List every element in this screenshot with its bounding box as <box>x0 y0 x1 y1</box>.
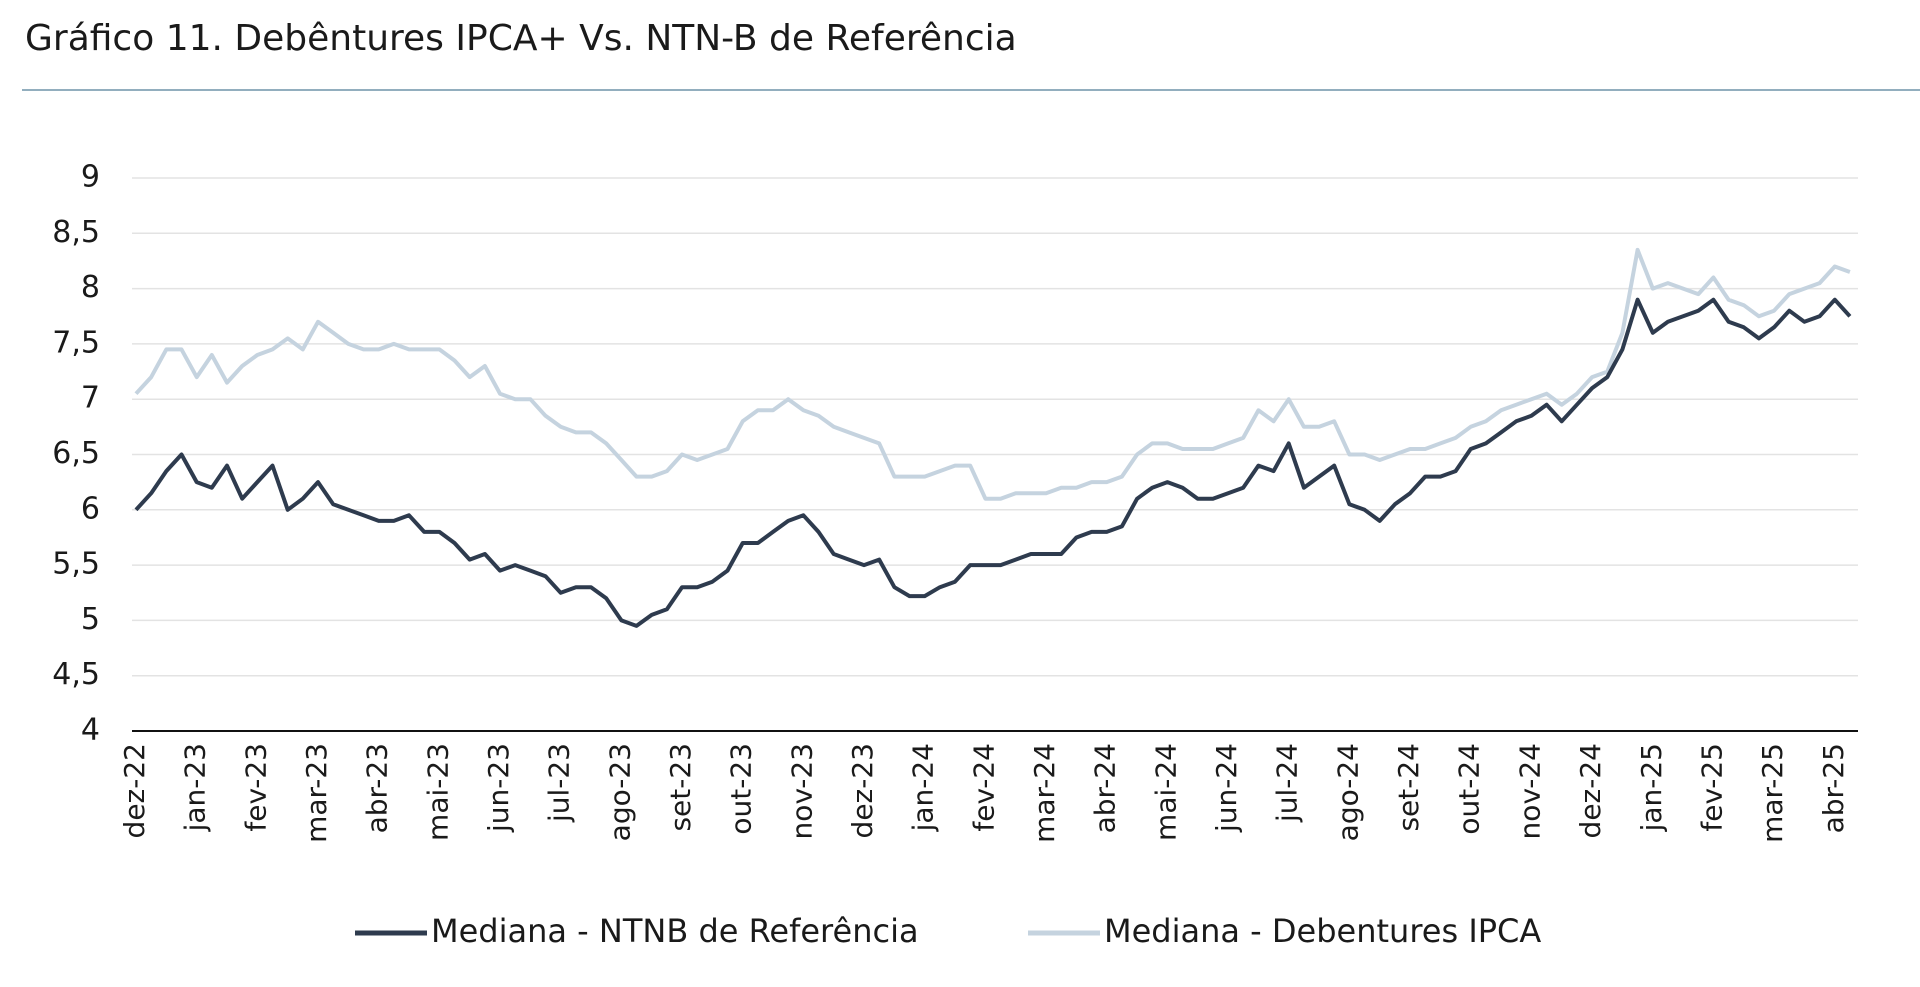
x-tick-label: mar-23 <box>300 743 333 843</box>
y-tick-label: 7,5 <box>52 325 100 360</box>
x-tick-label: nov-24 <box>1513 743 1546 839</box>
y-tick-label: 6 <box>81 491 100 526</box>
y-tick-label: 5 <box>81 602 100 637</box>
y-tick-label: 4 <box>81 713 100 748</box>
x-tick-label: fev-24 <box>967 743 1000 832</box>
legend-label: Mediana - NTNB de Referência <box>431 912 919 950</box>
x-tick-label: set-24 <box>1392 743 1425 832</box>
x-tick-label: jun-24 <box>1210 743 1243 833</box>
x-tick-label: abr-24 <box>1089 743 1122 833</box>
x-tick-label: set-23 <box>664 743 697 832</box>
x-tick-label: nov-23 <box>785 743 818 839</box>
x-tick-label: ago-23 <box>603 743 636 841</box>
x-tick-label: jun-23 <box>482 743 515 833</box>
x-tick-label: jan-25 <box>1635 743 1668 832</box>
x-tick-label: jan-24 <box>907 743 940 832</box>
y-tick-label: 8 <box>81 270 100 305</box>
x-tick-label: jan-23 <box>179 743 212 832</box>
x-tick-label: abr-23 <box>361 743 394 833</box>
x-tick-label: fev-25 <box>1695 743 1728 832</box>
x-tick-label: mai-24 <box>1149 743 1182 841</box>
x-tick-label: fev-23 <box>239 743 272 832</box>
x-tick-label: jul-24 <box>1271 743 1304 823</box>
y-tick-label: 7 <box>81 381 100 416</box>
x-tick-label: out-23 <box>725 743 758 835</box>
y-tick-label: 5,5 <box>52 547 100 582</box>
legend-label: Mediana - Debentures IPCA <box>1104 912 1541 950</box>
x-tick-label: out-24 <box>1453 743 1486 835</box>
chart-title: Gráfico 11. Debêntures IPCA+ Vs. NTN-B d… <box>25 18 1017 59</box>
x-tick-label: mar-24 <box>1028 743 1061 843</box>
series-line <box>134 297 1852 628</box>
x-tick-label: dez-22 <box>118 743 151 838</box>
x-tick-label: dez-23 <box>846 743 879 838</box>
series-line <box>134 247 1851 501</box>
x-tick-label: abr-25 <box>1817 743 1850 833</box>
x-tick-label: mai-23 <box>421 743 454 841</box>
x-tick-label: ago-24 <box>1331 743 1364 841</box>
x-tick-label: jul-23 <box>543 743 576 823</box>
y-tick-label: 6,5 <box>52 436 100 471</box>
y-tick-label: 9 <box>81 160 100 195</box>
x-tick-label: dez-24 <box>1574 743 1607 838</box>
y-tick-label: 4,5 <box>52 657 100 692</box>
y-tick-label: 8,5 <box>52 215 100 250</box>
x-tick-label: mar-25 <box>1756 743 1789 843</box>
